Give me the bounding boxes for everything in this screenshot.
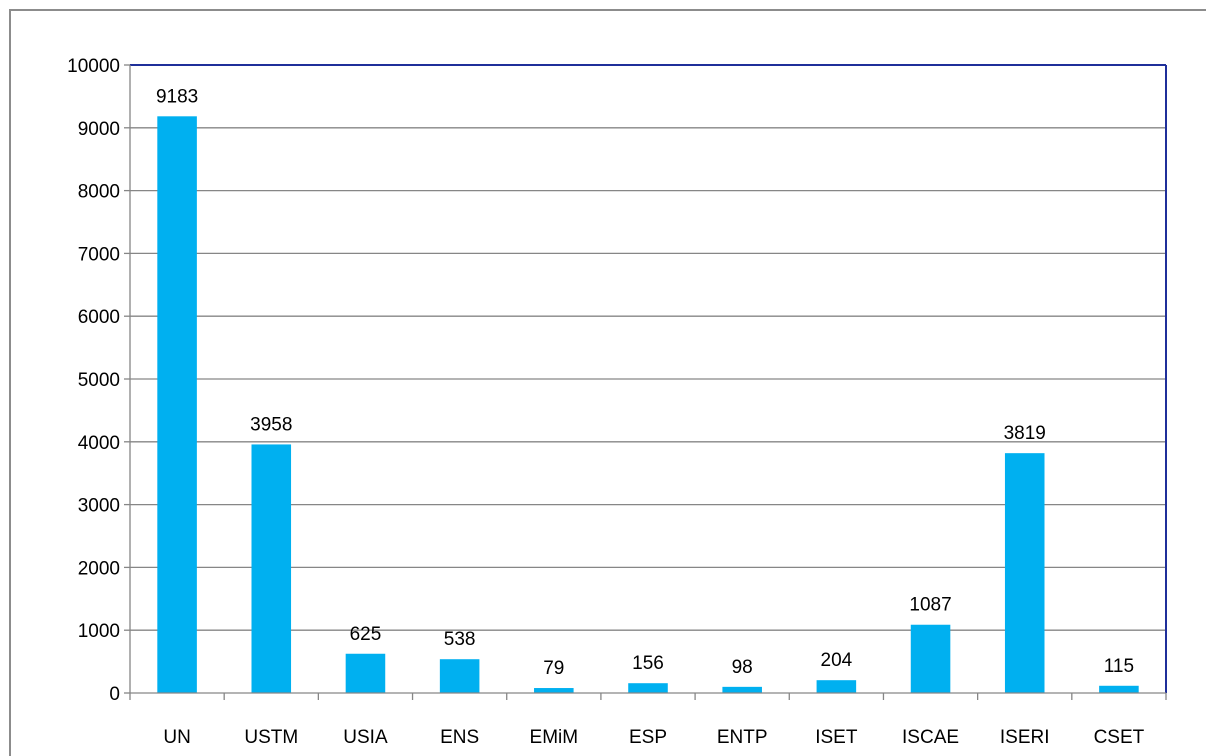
data-label: 3819	[1004, 423, 1046, 444]
y-tick-label: 2000	[78, 558, 120, 579]
y-tick-label: 7000	[78, 244, 120, 265]
bar-ens	[439, 659, 480, 693]
data-label: 1087	[909, 595, 951, 616]
y-tick-label: 10000	[67, 56, 120, 77]
x-tick-label: ENS	[440, 727, 479, 748]
x-tick-label: CSET	[1094, 727, 1145, 748]
data-label: 79	[543, 658, 564, 679]
bar-usia	[345, 653, 386, 693]
y-tick-label: 5000	[78, 370, 120, 391]
y-tick-label: 9000	[78, 119, 120, 140]
data-label: 204	[821, 650, 853, 671]
x-tick-label: UN	[163, 727, 190, 748]
data-label: 625	[350, 624, 382, 645]
bar-iset	[816, 680, 857, 693]
y-tick-label: 4000	[78, 433, 120, 454]
data-label: 98	[732, 657, 753, 678]
x-tick-label: ISERI	[1000, 727, 1050, 748]
y-tick-label: 3000	[78, 496, 120, 517]
y-tick-label: 0	[109, 684, 120, 705]
data-label: 3958	[250, 414, 292, 435]
data-labels: 9183 3958 625 538 79 156 98 204 1087 3819 115	[156, 86, 1134, 679]
x-tick-label: ISCAE	[902, 727, 959, 748]
data-label: 115	[1104, 656, 1134, 677]
x-tick-label: ISET	[815, 727, 858, 748]
bar-esp	[628, 683, 668, 693]
x-tick-label: ENTP	[717, 727, 768, 748]
x-tick-label: ESP	[629, 727, 667, 748]
bar-iseri	[1004, 453, 1045, 693]
data-label: 9183	[156, 86, 198, 107]
data-label: 538	[444, 629, 476, 650]
axes: 0 1000 2000 3000 4000 5000 6000 7000 8000 9000 100…	[67, 56, 1167, 748]
bar-ustm	[251, 444, 292, 693]
y-tick-label: 8000	[78, 182, 120, 203]
bar-cset	[1099, 685, 1139, 693]
x-tick-label: EMiM	[530, 727, 579, 748]
y-tick-label: 1000	[78, 621, 120, 642]
bar-un	[157, 116, 197, 693]
bars	[157, 116, 1139, 693]
x-tick-label: USIA	[343, 727, 388, 748]
data-label: 156	[632, 653, 664, 674]
bar-emim	[534, 688, 574, 693]
bar-entp	[722, 686, 762, 693]
bar-iscae	[910, 624, 951, 693]
x-tick-label: USTM	[244, 727, 298, 748]
gridlines	[130, 127, 1166, 631]
y-tick-label: 6000	[78, 307, 120, 328]
